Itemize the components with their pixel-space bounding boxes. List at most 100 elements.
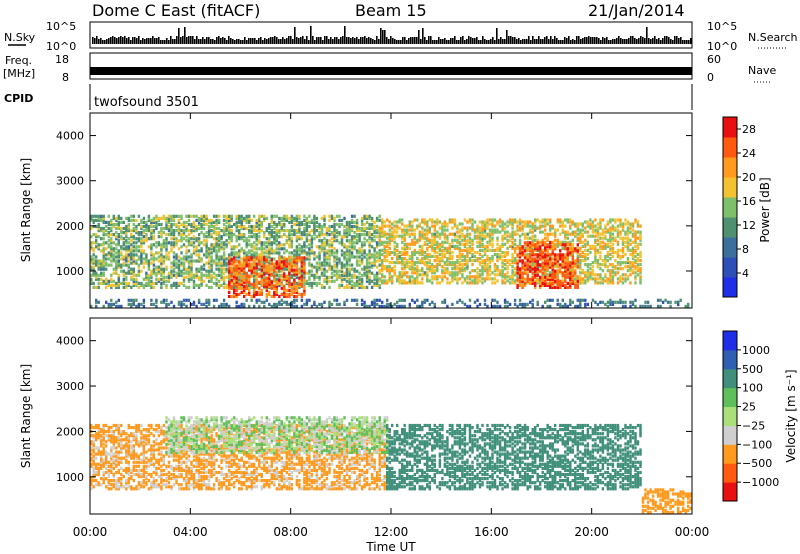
nsky-bar — [668, 37, 670, 44]
echo-cell — [478, 232, 482, 236]
echo-cell — [468, 248, 472, 252]
echo-cell — [303, 286, 306, 290]
echo-cell — [546, 281, 549, 285]
echo-cell — [323, 257, 326, 261]
echo-cell — [268, 226, 271, 231]
echo-cell — [529, 259, 532, 263]
echo-cell — [406, 271, 409, 275]
echo-cell — [263, 243, 266, 247]
echo-cell — [300, 268, 304, 272]
echo-cell — [115, 243, 118, 247]
echo-cell — [471, 275, 474, 279]
echo-cell — [441, 265, 444, 269]
echo-cell — [521, 228, 524, 232]
echo-cell — [631, 246, 635, 250]
echo-cell — [182, 277, 186, 281]
echo-cell — [531, 246, 534, 250]
echo-cell — [303, 281, 306, 285]
echo-cell — [318, 255, 321, 259]
echo-cell — [222, 267, 226, 271]
echo-cell — [579, 222, 582, 226]
echo-cell — [233, 282, 236, 286]
echo-cell — [238, 282, 241, 286]
echo-cell — [285, 214, 288, 218]
echo-cell — [305, 229, 309, 233]
echo-cell — [496, 230, 499, 234]
echo-cell — [265, 241, 268, 245]
echo-cell — [328, 279, 331, 283]
echo-cell — [529, 257, 532, 261]
echo-cell — [571, 244, 574, 248]
echo-cell — [132, 235, 135, 239]
echo-cell — [187, 249, 191, 253]
echo-cell — [539, 283, 542, 287]
echo-cell — [338, 233, 341, 237]
echo-cell — [185, 224, 188, 229]
echo-cell — [604, 259, 607, 263]
echo-cell — [616, 271, 620, 275]
echo-cell — [370, 239, 374, 243]
echo-cell — [411, 242, 414, 246]
echo-cell — [523, 234, 527, 238]
echo-cell — [192, 245, 196, 249]
echo-cell — [255, 251, 258, 255]
echo-cell — [594, 230, 597, 234]
echo-cell — [531, 259, 534, 263]
echo-cell — [496, 259, 499, 263]
echo-cell — [195, 253, 198, 257]
echo-cell — [228, 277, 231, 281]
nsky-bar — [222, 37, 224, 44]
echo-cell — [418, 222, 421, 226]
echo-cell — [518, 220, 522, 224]
echo-cell — [243, 284, 246, 288]
echo-cell — [268, 233, 271, 237]
nsky-bar — [518, 38, 520, 44]
echo-cell — [323, 263, 326, 267]
nsky-bar — [620, 38, 622, 44]
echo-cell — [416, 271, 419, 275]
echo-cell — [398, 271, 401, 275]
echo-cell — [345, 263, 349, 267]
echo-cell — [481, 220, 484, 224]
echo-cell — [428, 228, 431, 232]
echo-cell — [574, 232, 577, 236]
nsky-bar — [508, 36, 510, 44]
nsky-bar — [378, 39, 380, 44]
echo-cell — [222, 279, 226, 283]
echo-cell — [355, 261, 359, 265]
echo-cell — [375, 241, 379, 245]
nsky-bar — [330, 37, 332, 44]
echo-cell — [403, 257, 406, 261]
echo-cell — [626, 257, 630, 261]
echo-cell — [90, 226, 93, 231]
echo-cell — [135, 224, 138, 229]
nsky-bar — [468, 36, 470, 44]
echo-cell — [205, 241, 208, 245]
echo-cell — [458, 228, 462, 232]
echo-cell — [383, 244, 386, 248]
echo-cell — [175, 237, 178, 241]
echo-cell — [609, 234, 612, 238]
echo-cell — [619, 222, 622, 226]
echo-cell — [212, 259, 216, 263]
echo-cell — [503, 277, 507, 281]
echo-cell — [378, 250, 381, 255]
echo-cell — [388, 228, 391, 232]
nsky-bar — [294, 27, 296, 44]
echo-cell — [100, 249, 103, 253]
echo-cell — [298, 276, 301, 280]
echo-cell — [348, 279, 351, 283]
echo-cell — [368, 235, 371, 239]
echo-cell — [375, 259, 379, 263]
echo-cell — [255, 280, 258, 284]
echo-cell — [536, 241, 539, 245]
echo-cell — [233, 288, 236, 292]
echo-cell — [471, 281, 474, 285]
echo-cell — [421, 267, 424, 271]
echo-cell — [172, 241, 176, 245]
echo-cell — [205, 245, 208, 249]
echo-cell — [391, 234, 394, 238]
nsky-bar — [146, 38, 148, 44]
echo-cell — [456, 267, 459, 271]
echo-cell — [549, 218, 552, 222]
